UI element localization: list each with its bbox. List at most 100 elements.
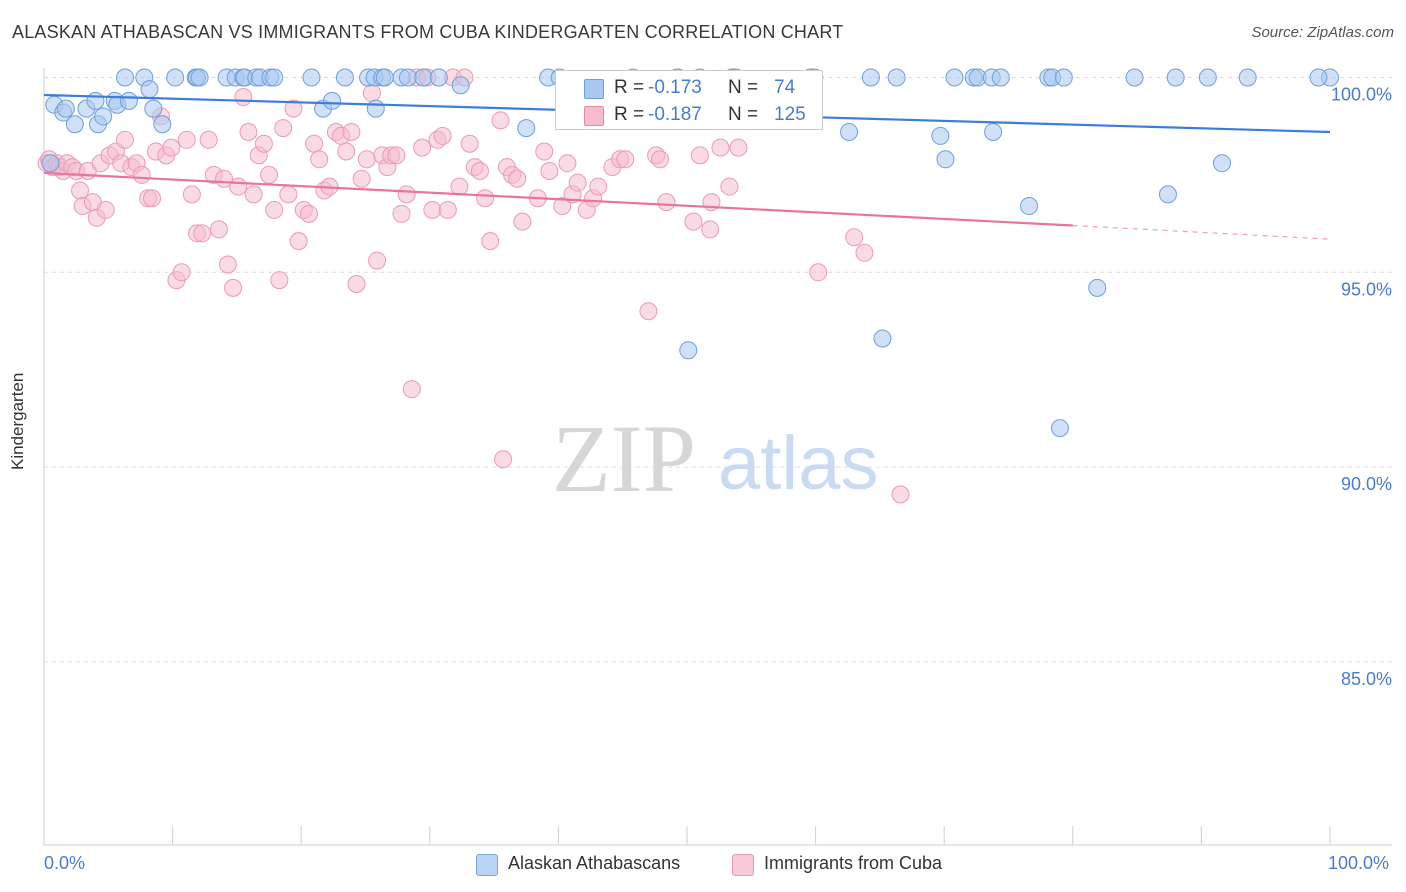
legend-label: Alaskan Athabascans xyxy=(508,853,681,873)
cuba-point xyxy=(274,119,293,138)
cuba-point xyxy=(720,177,739,196)
cuba-point xyxy=(229,177,248,196)
cuba-point xyxy=(513,212,532,231)
alaskan-point xyxy=(153,115,172,134)
alaskan-point xyxy=(1166,68,1185,87)
cuba-point xyxy=(254,134,273,153)
cuba-point xyxy=(387,146,406,165)
cuba-point xyxy=(450,177,469,196)
cuba-point xyxy=(470,161,489,180)
r-value: -0.173 xyxy=(648,77,702,98)
cuba-point xyxy=(177,130,196,149)
axes xyxy=(43,68,1392,846)
alaskan-point xyxy=(451,76,470,95)
alaskan-point xyxy=(1054,68,1073,87)
r-label: R = xyxy=(614,104,645,125)
cuba-point xyxy=(589,177,608,196)
gridlines xyxy=(44,76,1392,663)
cuba-point xyxy=(460,134,479,153)
cuba-point xyxy=(172,263,191,282)
cuba-point xyxy=(433,126,452,145)
alaskan-point xyxy=(366,99,385,118)
alaskan-point xyxy=(398,68,417,87)
cuba-point xyxy=(132,165,151,184)
alaskan-point xyxy=(41,154,60,173)
r-label: R = xyxy=(614,77,645,98)
r-value: -0.187 xyxy=(648,104,702,125)
alaskan-point xyxy=(94,107,113,126)
cuba-point xyxy=(357,150,376,169)
cuba-point xyxy=(244,185,263,204)
cuba-point xyxy=(690,146,709,165)
cuba-point xyxy=(855,243,874,262)
cuba-point xyxy=(284,99,303,118)
cuba-point xyxy=(279,185,298,204)
cuba-point xyxy=(239,123,258,142)
legend-swatch-blue xyxy=(584,79,604,99)
cuba-point xyxy=(616,150,635,169)
y-tick-labels: 100.0% 95.0% 90.0% 85.0% xyxy=(1331,84,1392,688)
n-label: N = xyxy=(728,77,759,98)
alaskan-point xyxy=(1238,68,1257,87)
legend-row-cuba: R = -0.187 N = 125 xyxy=(556,102,822,128)
cuba-point xyxy=(209,220,228,239)
cuba-point xyxy=(289,232,308,251)
alaskan-point xyxy=(335,68,354,87)
legend-swatch-pink xyxy=(732,854,754,876)
cuba-point xyxy=(270,271,289,290)
y-tick-label: 90.0% xyxy=(1341,474,1392,494)
alaskan-point xyxy=(945,68,964,87)
cuba-point xyxy=(402,380,421,399)
cuba-point xyxy=(809,263,828,282)
cuba-point xyxy=(438,200,457,219)
alaskan-point xyxy=(265,68,284,87)
alaskan-point xyxy=(1309,68,1328,87)
cuba-point xyxy=(397,185,416,204)
cuba-point xyxy=(711,138,730,157)
alaskan-point xyxy=(144,99,163,118)
alaskan-point xyxy=(984,123,1003,142)
cuba-point xyxy=(845,228,864,247)
cuba-point xyxy=(310,150,329,169)
alaskan-point xyxy=(86,91,105,110)
n-value: 74 xyxy=(774,77,796,98)
cuba-point xyxy=(347,274,366,293)
alaskan-point xyxy=(679,341,698,360)
alaskan-point xyxy=(1020,197,1039,216)
legend-swatch-blue xyxy=(476,854,498,876)
cuba-point xyxy=(199,130,218,149)
alaskan-point xyxy=(873,329,892,348)
alaskan-point xyxy=(414,68,433,87)
cuba-point xyxy=(305,134,324,153)
cuba-point xyxy=(96,200,115,219)
alaskan-point xyxy=(140,80,159,99)
alaskan-point xyxy=(1212,154,1231,173)
cuba-point xyxy=(568,173,587,192)
alaskan-point xyxy=(119,91,138,110)
cuba-point xyxy=(891,485,910,504)
cuba-point xyxy=(494,450,513,469)
cuba-point xyxy=(639,302,658,321)
alaskan-point xyxy=(861,68,880,87)
cuba-point xyxy=(143,189,162,208)
cuba-point xyxy=(657,193,676,212)
cuba-point xyxy=(224,278,243,297)
cuba-point xyxy=(265,200,284,219)
alaskan-point xyxy=(991,68,1010,87)
cuba-point xyxy=(553,197,572,216)
x-tick-label-min: 0.0% xyxy=(44,853,86,873)
chart-title: ALASKAN ATHABASCAN VS IMMIGRANTS FROM CU… xyxy=(12,22,844,42)
y-axis-label: Kindergarten xyxy=(8,372,27,470)
cuba-point xyxy=(491,111,510,130)
trend-line-cuba xyxy=(43,171,1073,227)
alaskan-point xyxy=(1158,185,1177,204)
alaskan-point xyxy=(116,68,135,87)
cuba-point xyxy=(508,169,527,188)
watermark-atlas: atlas xyxy=(718,421,879,506)
y-tick-label: 100.0% xyxy=(1331,84,1392,104)
cuba-point xyxy=(392,204,411,223)
n-value: 125 xyxy=(774,104,806,125)
alaskan-point xyxy=(323,91,342,110)
cuba-point xyxy=(481,232,500,251)
